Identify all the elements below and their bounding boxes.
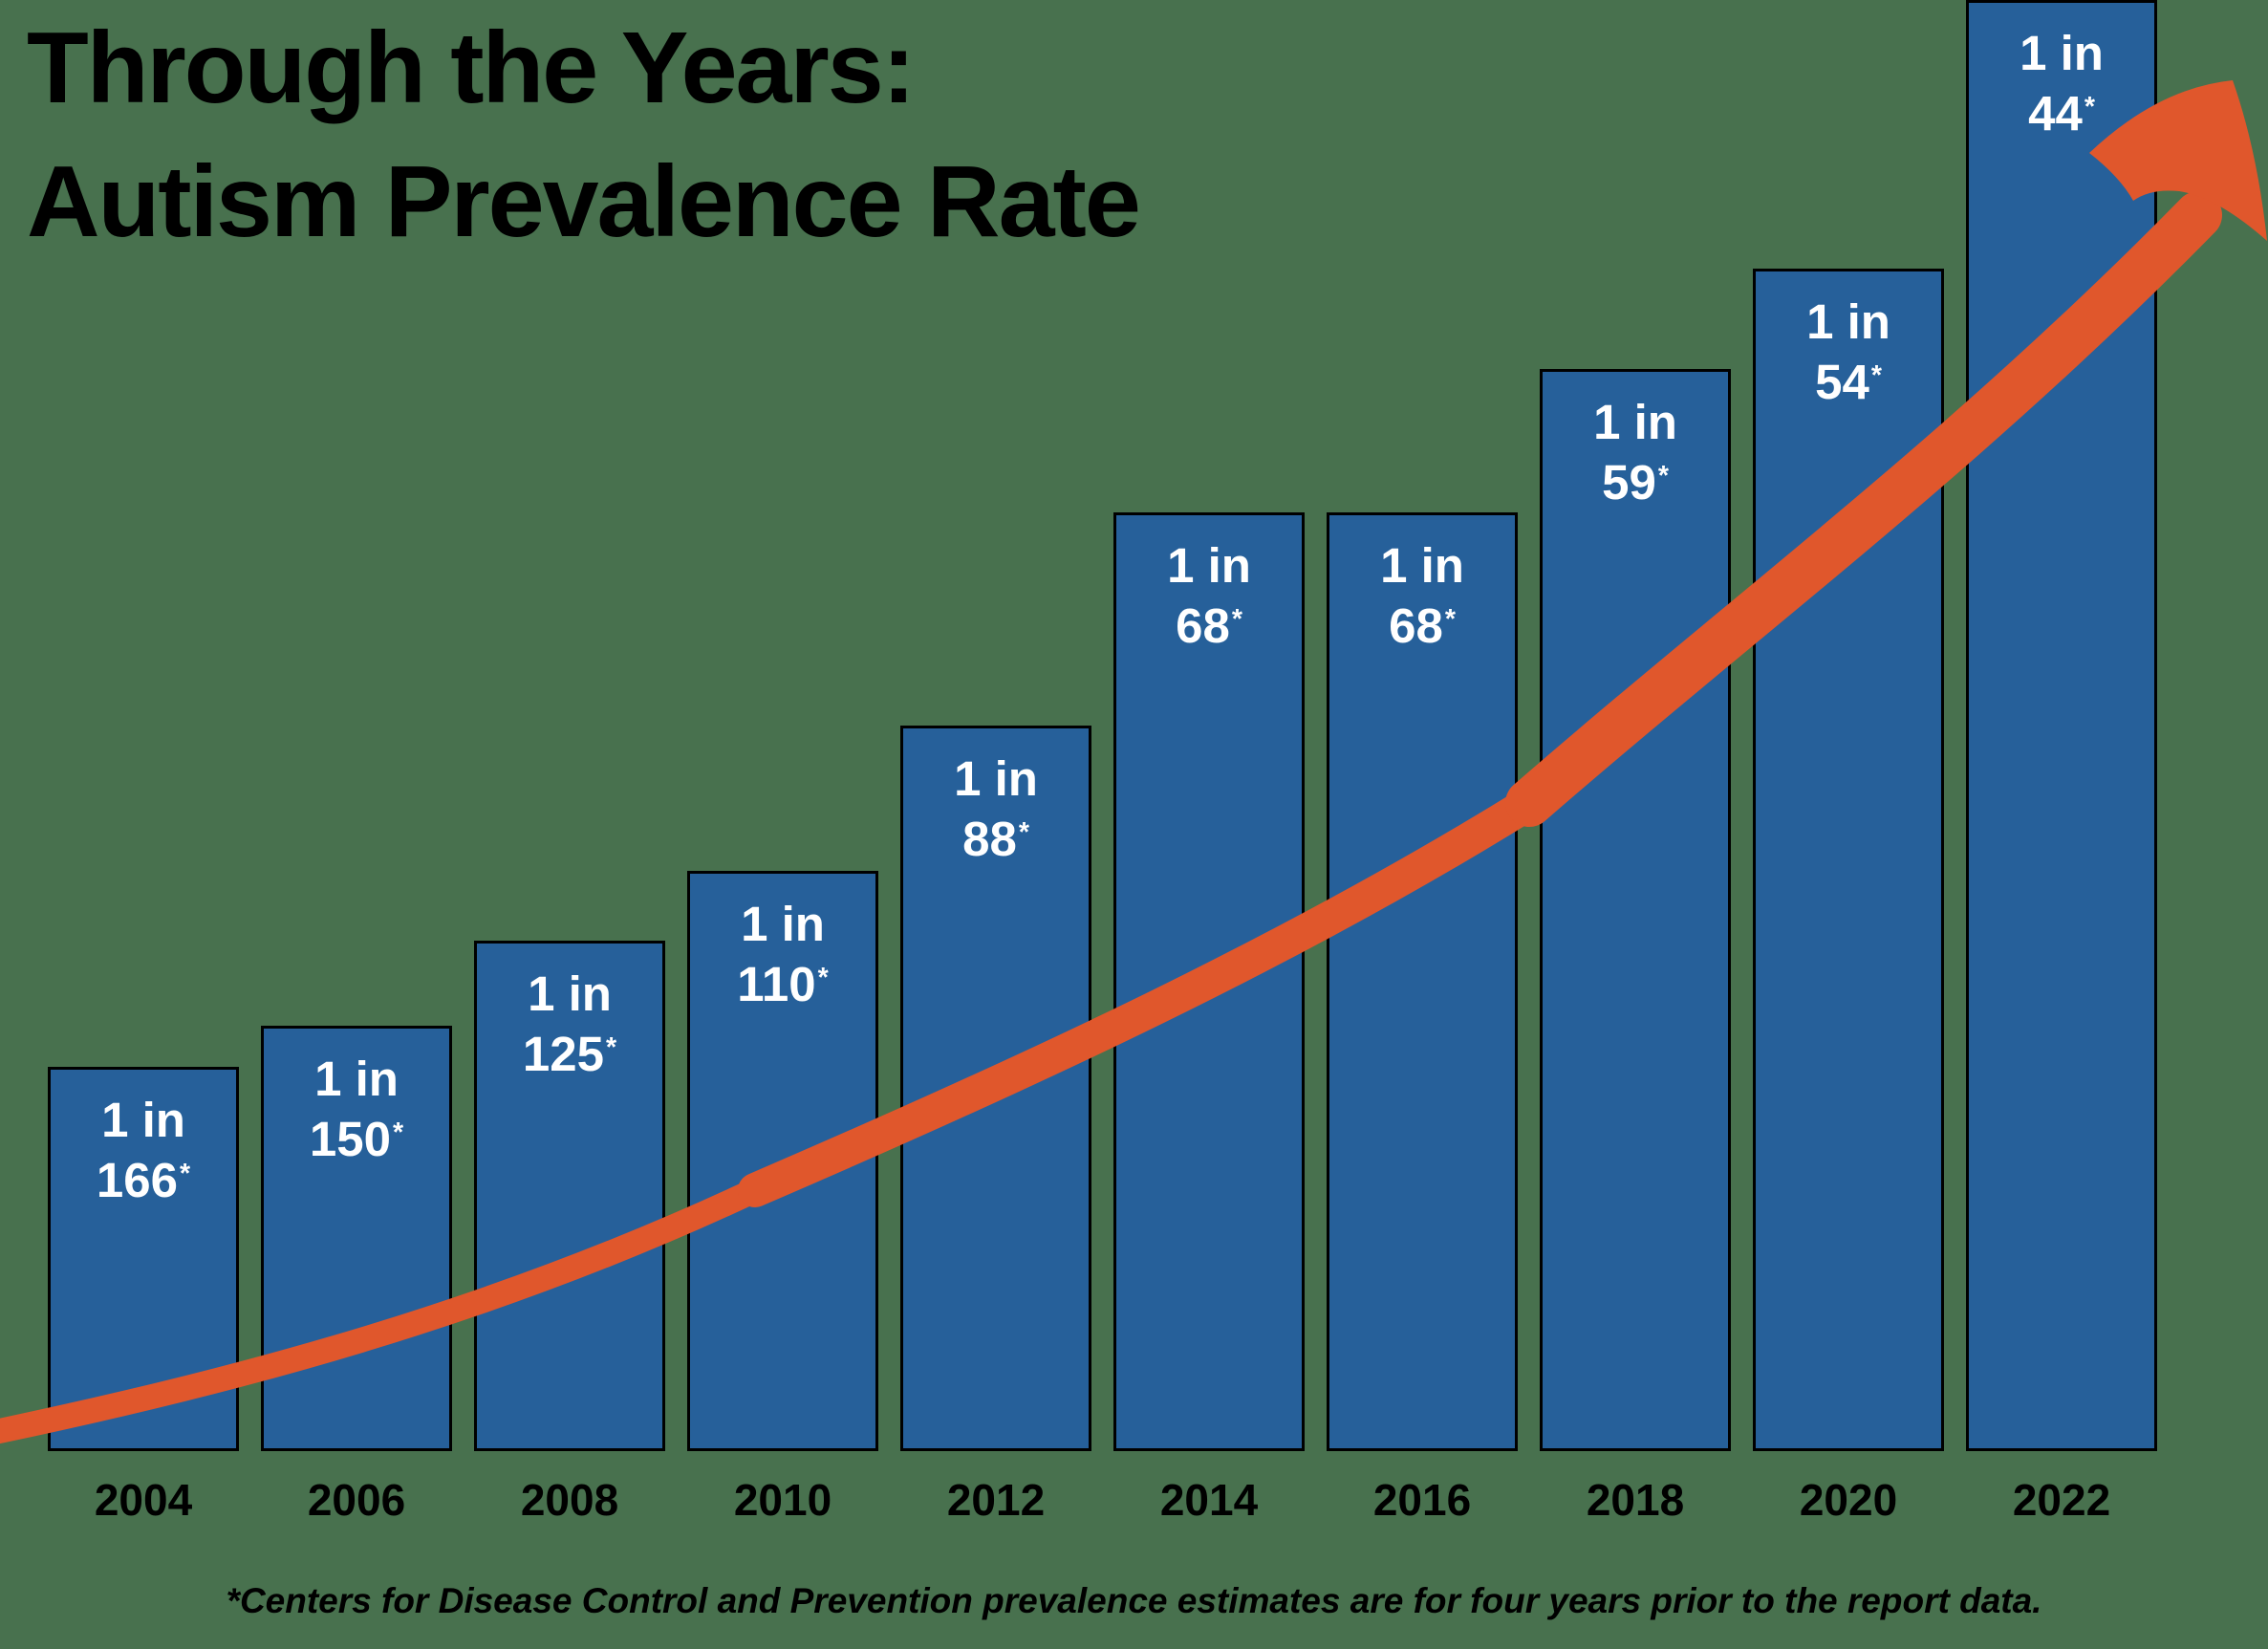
- bar-label-prefix: 1 in: [1593, 395, 1677, 449]
- bar-label-value: 68*: [1176, 597, 1242, 653]
- bar-label-prefix: 1 in: [2020, 26, 2104, 80]
- bar-value-label: 1 in 59*: [1543, 395, 1728, 510]
- asterisk-marker: *: [1018, 817, 1029, 848]
- asterisk-marker: *: [817, 963, 829, 993]
- bar-2018: 1 in 59*: [1540, 369, 1731, 1451]
- asterisk-marker: *: [1231, 604, 1242, 635]
- bar-label-value: 59*: [1602, 454, 1669, 510]
- bar-label-value: 68*: [1389, 597, 1456, 653]
- bar-value-label: 1 in 88*: [903, 751, 1089, 866]
- bar-label-prefix: 1 in: [101, 1093, 185, 1147]
- bar-value-label: 1 in 150*: [264, 1052, 449, 1166]
- bar-label-prefix: 1 in: [314, 1052, 399, 1106]
- bar-2004: 1 in 166*: [48, 1067, 239, 1451]
- chart-title-line2: Autism Prevalence Rate: [27, 144, 1141, 258]
- bar-2020: 1 in 54*: [1753, 269, 1944, 1451]
- bar-label-value: 150*: [309, 1111, 404, 1166]
- bar-2010: 1 in 110*: [687, 871, 878, 1451]
- bar-value-label: 1 in 68*: [1116, 538, 1302, 653]
- year-label-2006: 2006: [307, 1475, 406, 1525]
- bar-label-prefix: 1 in: [741, 897, 825, 951]
- year-label-2022: 2022: [2012, 1475, 2111, 1525]
- bar-value-label: 1 in 166*: [51, 1093, 236, 1207]
- asterisk-marker: *: [2084, 92, 2095, 122]
- year-label-2020: 2020: [1799, 1475, 1898, 1525]
- bar-label-value: 88*: [962, 811, 1029, 866]
- asterisk-marker: *: [605, 1032, 617, 1063]
- year-label-2012: 2012: [946, 1475, 1046, 1525]
- chart-title: Through the Years: Autism Prevalence Rat…: [27, 2, 1141, 270]
- asterisk-marker: *: [392, 1117, 404, 1148]
- year-label-2016: 2016: [1372, 1475, 1472, 1525]
- year-label-2014: 2014: [1159, 1475, 1259, 1525]
- bar-value-label: 1 in 68*: [1329, 538, 1515, 653]
- year-label-2018: 2018: [1586, 1475, 1685, 1525]
- bar-label-prefix: 1 in: [1167, 538, 1251, 593]
- bar-2022: 1 in 44*: [1966, 0, 2157, 1451]
- bar-2014: 1 in 68*: [1113, 512, 1305, 1451]
- asterisk-marker: *: [1444, 604, 1456, 635]
- year-label-2008: 2008: [520, 1475, 619, 1525]
- bar-label-value: 110*: [737, 956, 829, 1011]
- bar-value-label: 1 in 44*: [1969, 26, 2154, 141]
- bar-label-prefix: 1 in: [528, 966, 612, 1021]
- bar-label-value: 125*: [522, 1026, 617, 1081]
- bar-value-label: 1 in 110*: [690, 897, 875, 1011]
- bar-value-label: 1 in 125*: [477, 966, 662, 1081]
- asterisk-marker: *: [1657, 461, 1669, 491]
- year-label-2010: 2010: [733, 1475, 832, 1525]
- bar-2016: 1 in 68*: [1327, 512, 1518, 1451]
- bar-value-label: 1 in 54*: [1756, 294, 1941, 409]
- bar-label-prefix: 1 in: [954, 751, 1038, 806]
- bar-label-prefix: 1 in: [1380, 538, 1464, 593]
- bar-2008: 1 in 125*: [474, 941, 665, 1451]
- bar-label-value: 54*: [1815, 354, 1882, 409]
- bar-2012: 1 in 88*: [900, 726, 1091, 1451]
- footnote: *Centers for Disease Control and Prevent…: [226, 1581, 2042, 1620]
- bar-label-value: 166*: [96, 1152, 191, 1207]
- asterisk-marker: *: [1870, 360, 1882, 391]
- chart-title-line1: Through the Years:: [27, 11, 916, 124]
- bar-label-value: 44*: [2028, 85, 2095, 141]
- year-label-2004: 2004: [94, 1475, 193, 1525]
- asterisk-marker: *: [179, 1159, 191, 1189]
- bar-2006: 1 in 150*: [261, 1026, 452, 1451]
- bar-label-prefix: 1 in: [1806, 294, 1890, 349]
